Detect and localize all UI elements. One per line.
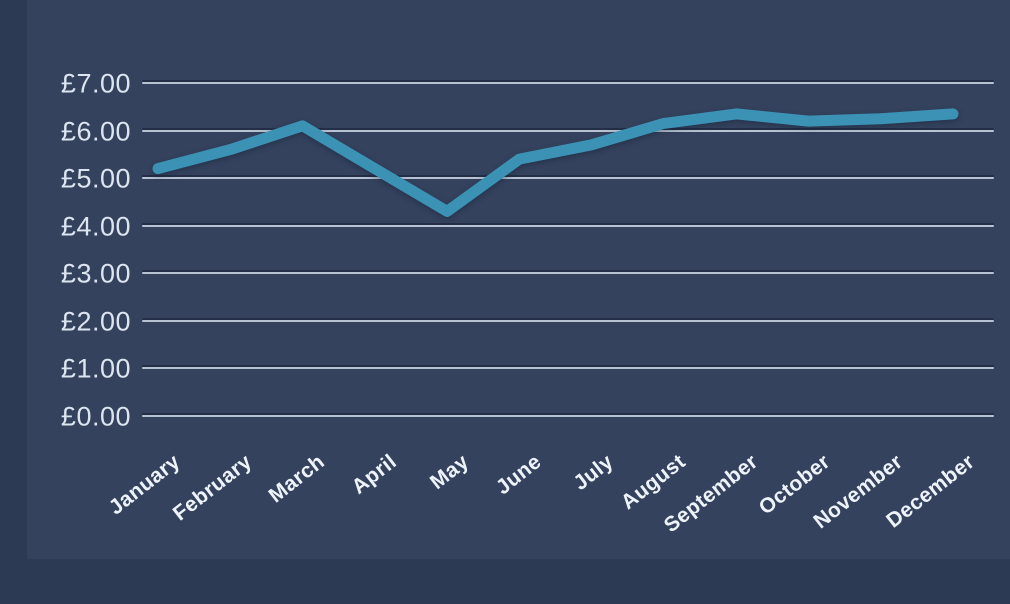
gridline [142, 224, 994, 227]
y-tick-label: £7.00 [60, 68, 131, 99]
gridline [142, 82, 994, 84]
chart-panel: £7.00 £6.00 £5.00 £4.00 £3.00 £2.00 £1.00 £0.00… [27, 0, 1010, 559]
gridline [142, 177, 994, 180]
y-tick-label: £3.00 [60, 258, 131, 289]
y-tick-label: £2.00 [60, 306, 131, 337]
gridline [142, 415, 994, 417]
gridline [142, 367, 994, 370]
y-tick-label: £1.00 [60, 353, 131, 384]
y-tick-label: £6.00 [60, 116, 131, 147]
gridline [142, 272, 994, 275]
y-tick-label: £4.00 [60, 211, 131, 242]
y-tick-label: £5.00 [60, 163, 131, 194]
gridline [142, 319, 994, 322]
data-line [152, 108, 959, 217]
y-tick-label: £0.00 [60, 401, 131, 432]
gridline [142, 129, 994, 132]
